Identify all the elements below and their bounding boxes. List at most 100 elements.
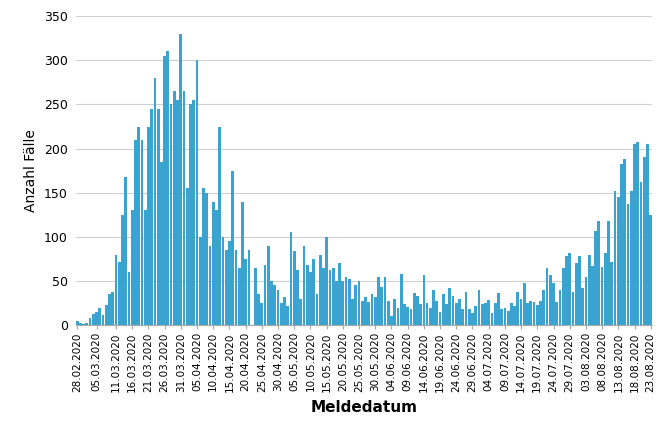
Bar bbox=[101, 315, 105, 325]
Bar bbox=[416, 296, 419, 325]
Bar bbox=[387, 300, 390, 325]
Bar bbox=[160, 162, 163, 325]
Bar bbox=[390, 317, 393, 325]
Bar bbox=[403, 304, 406, 325]
Bar bbox=[520, 299, 522, 325]
Bar bbox=[584, 276, 587, 325]
Bar bbox=[549, 275, 552, 325]
Bar bbox=[218, 127, 221, 325]
Bar bbox=[488, 299, 490, 325]
Bar bbox=[368, 302, 370, 325]
Bar bbox=[358, 281, 360, 325]
Bar bbox=[533, 302, 536, 325]
Bar bbox=[643, 158, 646, 325]
Bar bbox=[546, 268, 548, 325]
Bar bbox=[280, 303, 283, 325]
Bar bbox=[530, 300, 532, 325]
Bar bbox=[394, 299, 396, 325]
Bar bbox=[270, 281, 273, 325]
Bar bbox=[277, 290, 279, 325]
Bar bbox=[283, 297, 286, 325]
Bar bbox=[153, 78, 156, 325]
Bar bbox=[536, 305, 539, 325]
Bar bbox=[186, 188, 189, 325]
Y-axis label: Anzahl Fälle: Anzahl Fälle bbox=[25, 129, 39, 212]
Bar bbox=[257, 294, 260, 325]
Bar bbox=[183, 91, 185, 325]
Bar bbox=[76, 321, 79, 325]
Bar bbox=[614, 191, 616, 325]
Bar bbox=[315, 294, 318, 325]
Bar bbox=[526, 303, 529, 325]
Bar bbox=[636, 142, 639, 325]
Bar bbox=[118, 262, 121, 325]
Bar bbox=[607, 221, 610, 325]
Bar bbox=[426, 303, 428, 325]
Bar bbox=[261, 303, 263, 325]
Bar bbox=[99, 308, 101, 325]
Bar bbox=[254, 268, 257, 325]
Bar bbox=[558, 290, 562, 325]
Bar bbox=[500, 309, 503, 325]
Bar bbox=[507, 311, 510, 325]
Bar bbox=[513, 306, 516, 325]
Bar bbox=[601, 267, 604, 325]
Bar bbox=[325, 237, 328, 325]
Bar bbox=[192, 100, 195, 325]
Bar bbox=[273, 285, 276, 325]
Bar bbox=[575, 263, 578, 325]
Bar bbox=[439, 312, 442, 325]
Bar bbox=[134, 140, 137, 325]
Bar bbox=[384, 276, 386, 325]
Bar bbox=[209, 246, 211, 325]
Bar bbox=[413, 293, 416, 325]
Bar bbox=[247, 250, 250, 325]
Bar bbox=[309, 272, 312, 325]
Bar bbox=[199, 237, 201, 325]
Bar bbox=[627, 204, 630, 325]
Bar bbox=[212, 201, 215, 325]
Bar bbox=[484, 303, 487, 325]
Bar bbox=[420, 304, 422, 325]
Bar bbox=[610, 262, 613, 325]
Bar bbox=[594, 231, 597, 325]
Bar bbox=[124, 177, 127, 325]
Bar bbox=[620, 164, 623, 325]
Bar bbox=[121, 215, 124, 325]
Bar bbox=[432, 290, 435, 325]
Bar bbox=[474, 306, 477, 325]
Bar bbox=[176, 100, 179, 325]
Bar bbox=[630, 191, 633, 325]
Bar bbox=[429, 308, 432, 325]
Bar bbox=[141, 140, 143, 325]
Bar bbox=[352, 299, 354, 325]
Bar bbox=[299, 299, 302, 325]
Bar bbox=[650, 215, 652, 325]
Bar bbox=[293, 251, 295, 325]
Bar bbox=[244, 259, 247, 325]
Bar bbox=[497, 293, 500, 325]
Bar bbox=[397, 308, 400, 325]
Bar bbox=[442, 294, 445, 325]
Bar bbox=[306, 265, 309, 325]
Bar bbox=[202, 188, 205, 325]
Bar bbox=[231, 171, 234, 325]
Bar bbox=[588, 255, 590, 325]
Bar bbox=[289, 233, 292, 325]
Bar bbox=[89, 318, 91, 325]
Bar bbox=[189, 104, 192, 325]
Bar bbox=[331, 268, 335, 325]
Bar bbox=[617, 197, 620, 325]
Bar bbox=[455, 303, 458, 325]
Bar bbox=[452, 296, 454, 325]
Bar bbox=[144, 210, 147, 325]
Bar bbox=[345, 276, 348, 325]
Bar bbox=[371, 294, 374, 325]
Bar bbox=[286, 306, 289, 325]
Bar bbox=[646, 144, 649, 325]
Bar bbox=[115, 255, 117, 325]
Bar bbox=[572, 292, 574, 325]
Bar bbox=[361, 300, 364, 325]
Bar bbox=[150, 109, 153, 325]
Bar bbox=[562, 268, 564, 325]
